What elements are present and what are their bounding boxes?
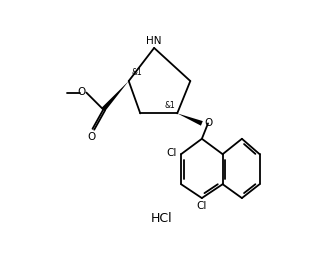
Text: HN: HN — [146, 36, 162, 46]
Text: HCl: HCl — [151, 212, 173, 225]
Text: Cl: Cl — [167, 148, 177, 158]
Text: Cl: Cl — [197, 201, 207, 211]
Text: &1: &1 — [132, 68, 143, 77]
Polygon shape — [101, 81, 129, 111]
Polygon shape — [177, 113, 203, 126]
Text: O: O — [88, 132, 96, 142]
Text: &1: &1 — [165, 101, 176, 109]
Text: O: O — [77, 87, 86, 97]
Text: O: O — [204, 118, 212, 128]
